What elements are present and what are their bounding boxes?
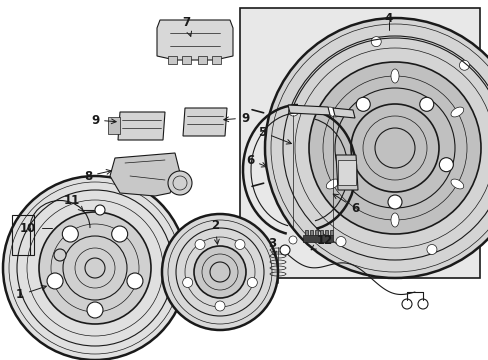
- Bar: [314, 230, 317, 235]
- Circle shape: [419, 97, 433, 111]
- Text: 2: 2: [210, 219, 219, 244]
- Circle shape: [417, 299, 427, 309]
- Circle shape: [308, 62, 480, 234]
- Circle shape: [168, 171, 192, 195]
- Circle shape: [95, 205, 105, 215]
- Text: 10: 10: [20, 221, 36, 234]
- Polygon shape: [110, 153, 180, 196]
- Circle shape: [459, 60, 468, 70]
- Bar: [319, 230, 323, 235]
- Bar: [12, 215, 34, 255]
- Circle shape: [288, 106, 298, 116]
- Circle shape: [247, 278, 257, 288]
- Circle shape: [387, 195, 401, 209]
- Text: 12: 12: [310, 234, 332, 250]
- Circle shape: [194, 246, 245, 298]
- Bar: [198, 56, 206, 64]
- Bar: [168, 56, 177, 64]
- Circle shape: [3, 176, 186, 360]
- Circle shape: [195, 239, 204, 249]
- Ellipse shape: [450, 107, 463, 117]
- Text: 11: 11: [64, 194, 83, 211]
- Text: 8: 8: [84, 170, 111, 183]
- Circle shape: [280, 245, 289, 255]
- Circle shape: [172, 47, 182, 57]
- Polygon shape: [335, 155, 357, 190]
- FancyBboxPatch shape: [240, 8, 479, 278]
- Bar: [325, 230, 327, 235]
- Circle shape: [173, 22, 181, 30]
- Circle shape: [335, 237, 346, 247]
- Ellipse shape: [450, 179, 463, 189]
- Circle shape: [183, 278, 192, 288]
- Polygon shape: [157, 20, 232, 60]
- Circle shape: [87, 302, 103, 318]
- Circle shape: [336, 158, 350, 172]
- Circle shape: [264, 18, 488, 278]
- Bar: [329, 230, 332, 235]
- Text: 9: 9: [224, 112, 248, 125]
- Polygon shape: [287, 105, 329, 115]
- Circle shape: [215, 301, 224, 311]
- Circle shape: [370, 37, 381, 47]
- Text: 3: 3: [267, 237, 276, 256]
- Bar: [212, 56, 221, 64]
- Polygon shape: [118, 112, 164, 140]
- Circle shape: [208, 22, 217, 30]
- Text: 6: 6: [245, 153, 266, 167]
- Circle shape: [162, 214, 278, 330]
- Ellipse shape: [325, 107, 338, 117]
- Circle shape: [39, 212, 151, 324]
- Circle shape: [207, 47, 218, 57]
- Circle shape: [288, 236, 296, 244]
- Circle shape: [62, 226, 78, 242]
- Polygon shape: [303, 235, 332, 242]
- Polygon shape: [108, 117, 120, 134]
- Text: 9: 9: [91, 113, 116, 126]
- Circle shape: [47, 273, 63, 289]
- Ellipse shape: [390, 213, 398, 227]
- Polygon shape: [183, 108, 226, 136]
- Ellipse shape: [325, 179, 338, 189]
- Circle shape: [54, 249, 66, 261]
- Circle shape: [127, 273, 142, 289]
- Circle shape: [235, 239, 244, 249]
- Polygon shape: [337, 160, 355, 185]
- Polygon shape: [332, 108, 354, 118]
- Text: 6: 6: [333, 194, 358, 215]
- Circle shape: [438, 158, 452, 172]
- Circle shape: [356, 97, 369, 111]
- Text: 1: 1: [16, 285, 46, 302]
- Text: 5: 5: [257, 126, 291, 144]
- Circle shape: [401, 299, 411, 309]
- Text: 7: 7: [182, 15, 191, 36]
- Circle shape: [426, 244, 436, 255]
- Bar: [309, 230, 312, 235]
- Bar: [305, 230, 307, 235]
- Text: 4: 4: [384, 12, 392, 24]
- Ellipse shape: [390, 69, 398, 83]
- Circle shape: [111, 226, 127, 242]
- Bar: [182, 56, 191, 64]
